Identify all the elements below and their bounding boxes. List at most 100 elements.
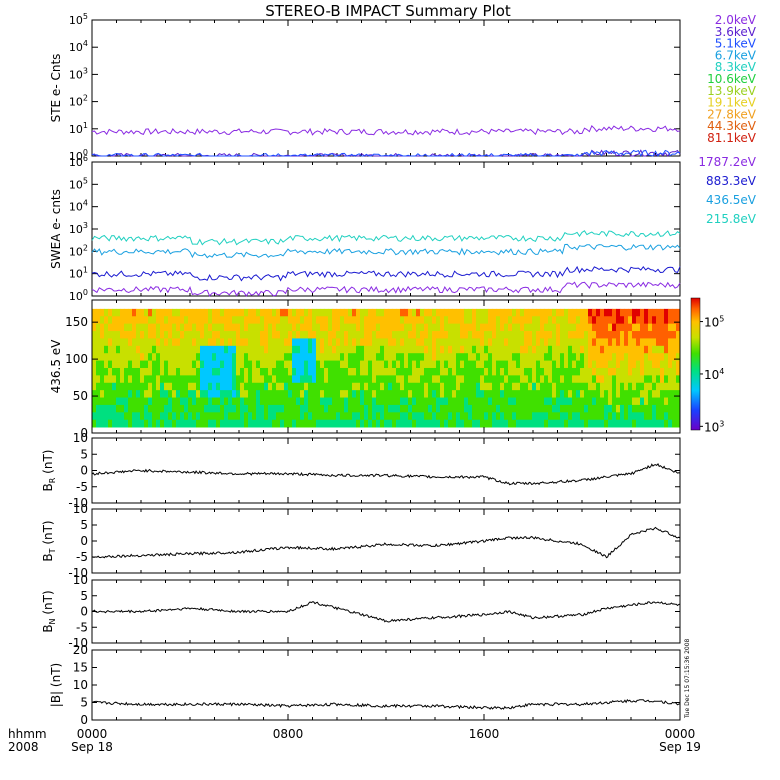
heatmap-cell: [332, 323, 337, 332]
heatmap-cell: [616, 404, 621, 413]
heatmap-cell: [248, 316, 253, 325]
heatmap-cell: [212, 367, 217, 376]
heatmap-cell: [564, 367, 569, 376]
heatmap-cell: [372, 404, 377, 413]
heatmap-cell: [632, 338, 637, 347]
x-axis-footer: hhmm 2008 0000 0800 1600 0000 Sep 18 Sep…: [8, 727, 701, 754]
heatmap-cell: [416, 360, 421, 369]
heatmap-cell: [544, 360, 549, 369]
heatmap-cell: [104, 338, 109, 347]
heatmap-cell: [508, 404, 513, 413]
heatmap-cell: [588, 353, 593, 361]
heatmap-cell: [640, 367, 645, 376]
heatmap-cell: [588, 345, 593, 354]
heatmap-cell: [612, 412, 617, 421]
heatmap-cell: [288, 419, 293, 428]
heatmap-cell: [584, 338, 589, 347]
heatmap-cell: [180, 316, 185, 325]
heatmap-cell: [264, 390, 269, 398]
heatmap-cell: [396, 419, 401, 428]
heatmap-cell: [496, 382, 501, 391]
heatmap-cell: [388, 331, 393, 339]
heatmap-cell: [240, 353, 245, 361]
heatmap-cell: [284, 382, 289, 391]
heatmap-cell: [116, 345, 121, 354]
heatmap-cell: [328, 331, 333, 339]
heatmap-cell: [408, 360, 413, 369]
heatmap-cell: [460, 316, 465, 325]
heatmap-cell: [608, 397, 613, 406]
heatmap-cell: [492, 397, 497, 406]
heatmap-cell: [460, 375, 465, 384]
heatmap-cell: [380, 360, 385, 369]
ste-legend-item: 44.3keV: [707, 119, 757, 133]
heatmap-cell: [304, 323, 309, 332]
heatmap-cell: [528, 323, 533, 332]
heatmap-cell: [560, 345, 565, 354]
heatmap-cell: [312, 419, 317, 428]
heatmap-cell: [356, 308, 361, 317]
heatmap-cell: [552, 375, 557, 384]
heatmap-cell: [592, 367, 597, 376]
heatmap-cell: [432, 390, 437, 398]
heatmap-cell: [152, 375, 157, 384]
heatmap-cell: [456, 353, 461, 361]
heatmap-cell: [328, 412, 333, 421]
heatmap-cell: [296, 338, 301, 347]
heatmap-cell: [300, 397, 305, 406]
heatmap-cell: [192, 323, 197, 332]
heatmap-cell: [164, 353, 169, 361]
heatmap-cell: [432, 360, 437, 369]
heatmap-cell: [368, 382, 373, 391]
ste-legend-item: 6.7keV: [715, 48, 757, 62]
heatmap-cell: [552, 397, 557, 406]
heatmap-cell: [356, 331, 361, 339]
heatmap-cell: [500, 323, 505, 332]
heatmap-cell: [140, 353, 145, 361]
heatmap-cell: [348, 338, 353, 347]
heatmap-cell: [332, 308, 337, 317]
heatmap-cell: [196, 316, 201, 325]
colorbar: [690, 297, 701, 431]
heatmap-cell: [588, 323, 593, 332]
heatmap-cell: [252, 316, 257, 325]
heatmap-cell: [504, 367, 509, 376]
heatmap-cell: [180, 390, 185, 398]
heatmap-cell: [624, 308, 629, 317]
y-tick-label: 0: [80, 605, 88, 619]
heatmap-cell: [572, 382, 577, 391]
heatmap-cell: [344, 412, 349, 421]
heatmap-cell: [356, 390, 361, 398]
heatmap-cell: [560, 404, 565, 413]
heatmap-cell: [552, 308, 557, 317]
heatmap-cell: [660, 404, 665, 413]
heatmap-cell: [260, 331, 265, 339]
heatmap-cell: [532, 345, 537, 354]
y-tick-label: 103: [69, 221, 88, 236]
heatmap-cell: [404, 338, 409, 347]
ste-series-line: [91, 149, 681, 157]
heatmap-cell: [128, 331, 133, 339]
heatmap-cell: [396, 367, 401, 376]
heatmap-cell: [180, 382, 185, 391]
heatmap-cell: [476, 323, 481, 332]
heatmap-cell: [584, 345, 589, 354]
heatmap-cell: [640, 353, 645, 361]
heatmap-cell: [456, 338, 461, 347]
heatmap-cell: [556, 316, 561, 325]
heatmap-cell: [196, 345, 201, 354]
heatmap-cell: [620, 412, 625, 421]
heatmap-cell: [392, 397, 397, 406]
heatmap-cell: [232, 404, 237, 413]
heatmap-cell: [96, 419, 101, 428]
heatmap-cell: [348, 360, 353, 369]
heatmap-cell: [664, 331, 669, 339]
heatmap-cell: [104, 412, 109, 421]
heatmap-cell: [216, 316, 221, 325]
heatmap-cell: [528, 397, 533, 406]
heatmap-cell: [132, 367, 137, 376]
heatmap-cell: [128, 338, 133, 347]
heatmap-cell: [580, 316, 585, 325]
heatmap-cell: [632, 316, 637, 325]
heatmap-cell: [464, 316, 469, 325]
